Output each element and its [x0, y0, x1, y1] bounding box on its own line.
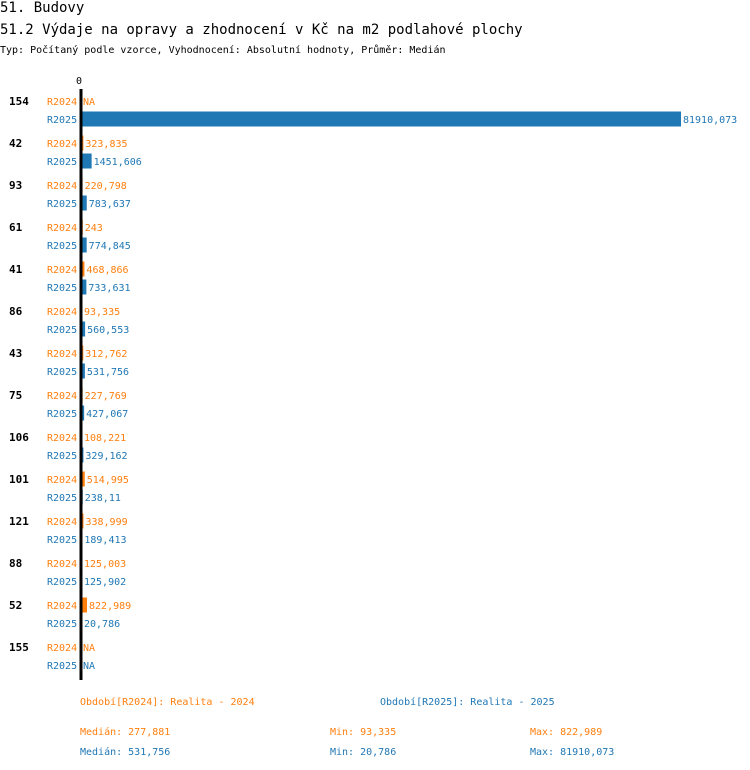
data-label: 338,999	[85, 517, 127, 528]
data-label: 125,003	[84, 559, 126, 570]
series-label: R2025	[47, 199, 77, 210]
data-label: 783,637	[89, 199, 131, 210]
series-label: R2024	[47, 223, 77, 234]
category-label: 88	[9, 557, 22, 570]
series-label: R2024	[47, 391, 77, 402]
series-label: R2024	[47, 181, 77, 192]
category-label: 41	[9, 263, 23, 276]
section-title: 51. Budovy	[0, 0, 85, 16]
data-label: 531,756	[87, 367, 129, 378]
series-label: R2024	[47, 349, 77, 360]
series-label: R2025	[47, 493, 77, 504]
category-label: 155	[9, 641, 29, 654]
category-label: 93	[9, 179, 22, 192]
bar-chart: 0 154 R2024 NA R2025 81910,073 42 R2024 323,835 R…	[9, 76, 737, 680]
bar	[81, 195, 87, 211]
data-label: 468,866	[86, 265, 128, 276]
stat-median-r2024: Medián: 277,881	[80, 727, 171, 738]
series-label: R2024	[47, 307, 77, 318]
bar	[81, 153, 92, 169]
data-label: 227,769	[85, 391, 127, 402]
stat-max-r2024: Max: 822,989	[530, 727, 603, 738]
data-label: 93,335	[84, 307, 120, 318]
data-label: 427,067	[86, 409, 128, 420]
data-label: NA	[83, 661, 95, 672]
bar	[81, 279, 87, 295]
data-label: 733,631	[88, 283, 130, 294]
series-label: R2025	[47, 661, 77, 672]
data-label: 189,413	[84, 535, 126, 546]
series-label: R2025	[47, 157, 77, 168]
data-label: 774,845	[89, 241, 131, 252]
series-label: R2024	[47, 97, 77, 108]
series-label: R2025	[47, 325, 77, 336]
category-label: 154	[9, 95, 29, 108]
series-label: R2025	[47, 367, 77, 378]
chart-title: 51.2 Výdaje na opravy a zhodnocení v Kč …	[0, 22, 523, 38]
chart-subtitle: Typ: Počítaný podle vzorce, Vyhodnocení:…	[0, 45, 446, 56]
series-label: R2025	[47, 451, 77, 462]
category-label: 86	[9, 305, 23, 318]
category-label: 52	[9, 599, 22, 612]
bar	[81, 321, 86, 337]
legend-period-r2025: Období[R2025]: Realita - 2025	[380, 697, 555, 708]
series-label: R2024	[47, 139, 77, 150]
series-label: R2024	[47, 517, 77, 528]
data-label: 220,798	[85, 181, 127, 192]
series-label: R2025	[47, 283, 77, 294]
legend-period-r2024: Období[R2024]: Realita - 2024	[80, 697, 255, 708]
data-label: 514,995	[87, 475, 129, 486]
data-label: 20,786	[84, 619, 120, 630]
stat-min-r2025: Min: 20,786	[330, 747, 397, 758]
data-label: 1451,606	[94, 157, 142, 168]
data-label: 238,11	[85, 493, 121, 504]
data-label: 560,553	[87, 325, 129, 336]
category-label: 61	[9, 221, 23, 234]
bar	[81, 471, 85, 487]
series-label: R2025	[47, 409, 77, 420]
series-label: R2025	[47, 535, 77, 546]
bar	[81, 597, 88, 613]
data-label: 125,902	[84, 577, 126, 588]
data-label: 81910,073	[683, 115, 737, 126]
category-label: 42	[9, 137, 22, 150]
stat-median-r2025: Medián: 531,756	[80, 747, 171, 758]
series-label: R2025	[47, 577, 77, 588]
category-label: 101	[9, 473, 29, 486]
series-label: R2024	[47, 643, 77, 654]
bar	[81, 363, 85, 379]
data-label: 108,221	[84, 433, 126, 444]
data-label: NA	[83, 643, 95, 654]
bar	[81, 111, 681, 127]
series-label: R2025	[47, 115, 77, 126]
series-label: R2024	[47, 433, 77, 444]
data-label: 822,989	[89, 601, 131, 612]
series-label: R2025	[47, 241, 77, 252]
data-label: 243	[85, 223, 103, 234]
stat-min-r2024: Min: 93,335	[330, 727, 397, 738]
series-label: R2024	[47, 601, 77, 612]
data-label: 323,835	[85, 139, 127, 150]
data-label: 329,162	[85, 451, 127, 462]
data-label: 312,762	[85, 349, 127, 360]
axis-zero-label: 0	[76, 76, 82, 87]
category-label: 106	[9, 431, 29, 444]
series-label: R2024	[47, 475, 77, 486]
stat-max-r2025: Max: 81910,073	[530, 747, 615, 758]
bar	[81, 237, 87, 253]
series-label: R2024	[47, 265, 77, 276]
data-label: NA	[83, 97, 95, 108]
bar	[81, 261, 85, 277]
series-label: R2024	[47, 559, 77, 570]
category-label: 43	[9, 347, 22, 360]
bar	[81, 405, 85, 421]
series-label: R2025	[47, 619, 77, 630]
category-label: 75	[9, 389, 22, 402]
category-label: 121	[9, 515, 29, 528]
